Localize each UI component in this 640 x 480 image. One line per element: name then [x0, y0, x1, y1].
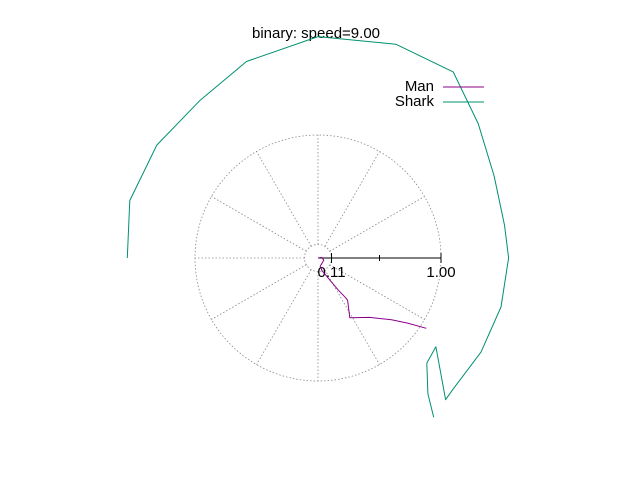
legend-label-man: Man — [405, 78, 434, 95]
grid-spoke — [329, 196, 425, 252]
series-line-man — [317, 256, 427, 329]
grid-spoke — [256, 269, 312, 365]
legend-label-shark: Shark — [395, 93, 435, 110]
series-group — [126, 36, 510, 418]
chart-title: binary: speed=9.00 — [252, 25, 380, 42]
grid-spoke — [256, 151, 312, 247]
grid-spoke — [211, 196, 307, 252]
radial-tick-label: 0.11 — [317, 264, 345, 281]
grid-spoke — [211, 264, 307, 320]
grid-spoke — [324, 151, 380, 247]
series-line-shark — [126, 36, 510, 418]
legend: Man Shark — [395, 78, 484, 110]
radial-axis: 0.11 1.00 — [317, 253, 456, 281]
grid-spoke — [329, 264, 425, 320]
radial-tick-label: 1.00 — [426, 264, 455, 281]
